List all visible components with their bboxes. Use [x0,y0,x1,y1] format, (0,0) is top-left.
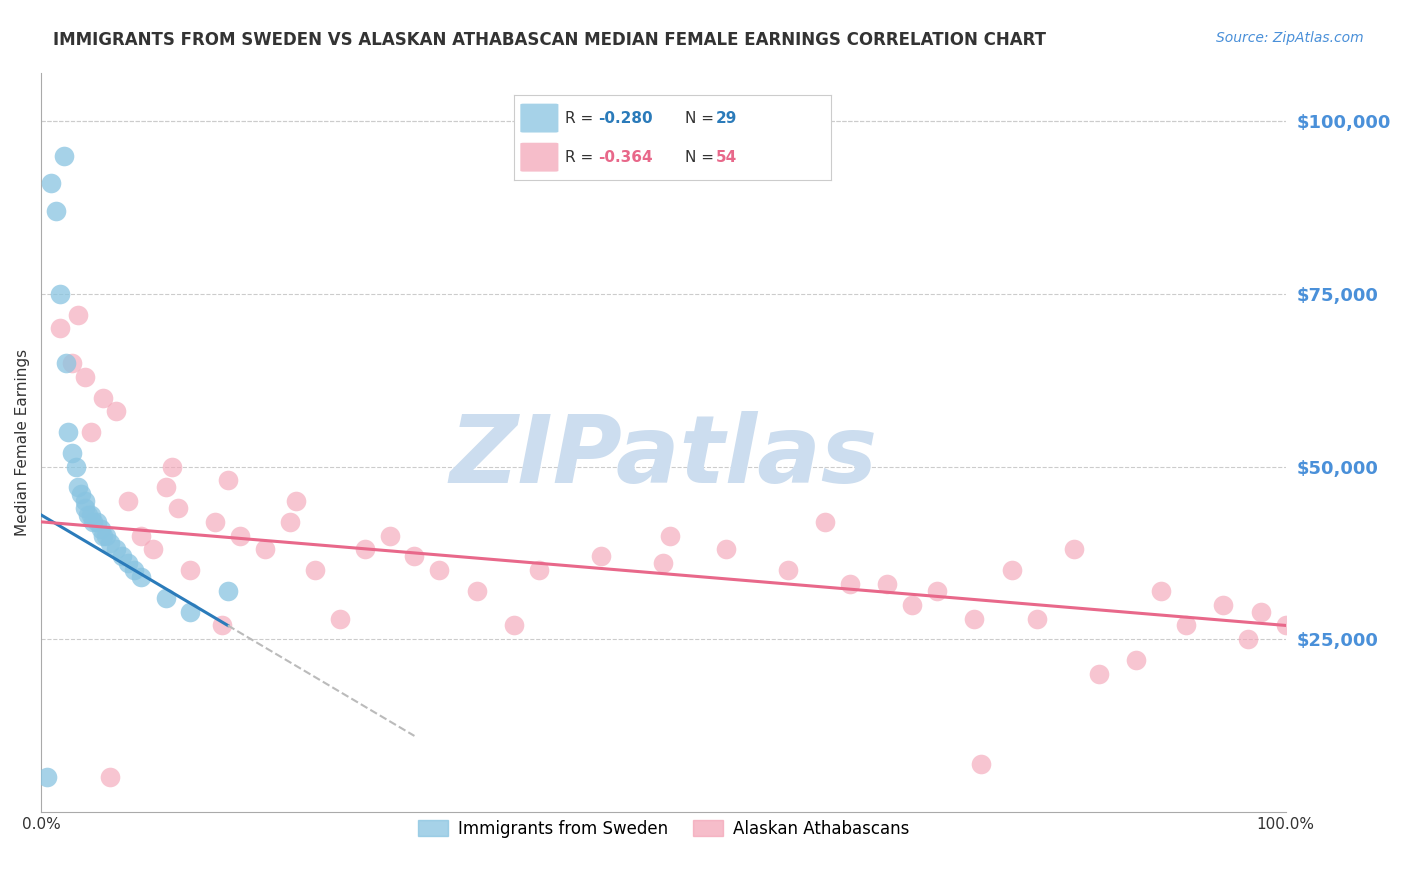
Point [70,487,93,501]
Point [278,515,301,529]
Point [1025,611,1047,625]
Point [82,515,104,529]
Point [58,425,80,439]
Point [1125,653,1147,667]
Point [527,563,550,577]
Point [60,356,83,370]
Point [876,577,898,591]
Point [142,542,165,557]
Point [1274,618,1296,632]
Point [37,770,59,784]
Point [1001,563,1024,577]
Point [98,770,121,784]
Point [901,598,924,612]
Point [503,618,526,632]
Y-axis label: Median Female Earnings: Median Female Earnings [15,349,30,536]
Point [652,556,675,570]
Point [969,756,991,771]
Point [86,515,108,529]
Point [94,529,117,543]
Point [814,515,837,529]
Text: ZIPatlas: ZIPatlas [450,411,877,503]
Point [60,446,83,460]
Point [427,563,450,577]
Point [104,404,127,418]
Point [167,501,190,516]
Point [65,459,87,474]
Point [404,549,426,564]
Point [55,356,77,370]
Point [211,618,233,632]
Point [285,494,308,508]
Point [378,529,401,543]
Point [90,522,112,536]
Point [49,287,72,301]
Point [73,494,96,508]
Point [155,591,177,605]
Point [73,369,96,384]
Point [73,501,96,516]
Point [117,494,139,508]
Point [67,308,90,322]
Point [1175,618,1198,632]
Point [1063,542,1085,557]
Point [67,480,90,494]
Point [1150,583,1173,598]
Point [129,529,152,543]
Text: IMMIGRANTS FROM SWEDEN VS ALASKAN ATHABASCAN MEDIAN FEMALE EARNINGS CORRELATION : IMMIGRANTS FROM SWEDEN VS ALASKAN ATHABA… [53,31,1046,49]
Point [80,425,103,439]
Point [714,542,737,557]
Point [104,542,127,557]
Point [179,563,201,577]
Point [117,556,139,570]
Point [304,563,326,577]
Point [353,542,375,557]
Point [1250,605,1272,619]
Point [229,529,252,543]
Point [591,549,613,564]
Point [39,177,62,191]
Point [839,577,862,591]
Point [160,459,183,474]
Point [77,508,100,522]
Point [217,474,239,488]
Point [124,563,146,577]
Point [1212,598,1234,612]
Point [49,321,72,335]
Point [179,605,201,619]
Point [111,549,134,564]
Point [658,529,681,543]
Point [1088,666,1111,681]
Point [329,611,352,625]
Point [963,611,986,625]
Point [129,570,152,584]
Point [52,149,75,163]
Point [465,583,488,598]
Point [254,542,277,557]
Point [155,480,177,494]
Point [217,583,239,598]
Point [45,204,67,219]
Point [98,535,121,549]
Point [80,508,103,522]
Point [1237,632,1260,647]
Point [204,515,226,529]
Point [776,563,799,577]
Point [925,583,948,598]
Legend: Immigrants from Sweden, Alaskan Athabascans: Immigrants from Sweden, Alaskan Athabasc… [411,813,915,844]
Text: Source: ZipAtlas.com: Source: ZipAtlas.com [1216,31,1364,45]
Point [91,391,114,405]
Point [91,529,114,543]
